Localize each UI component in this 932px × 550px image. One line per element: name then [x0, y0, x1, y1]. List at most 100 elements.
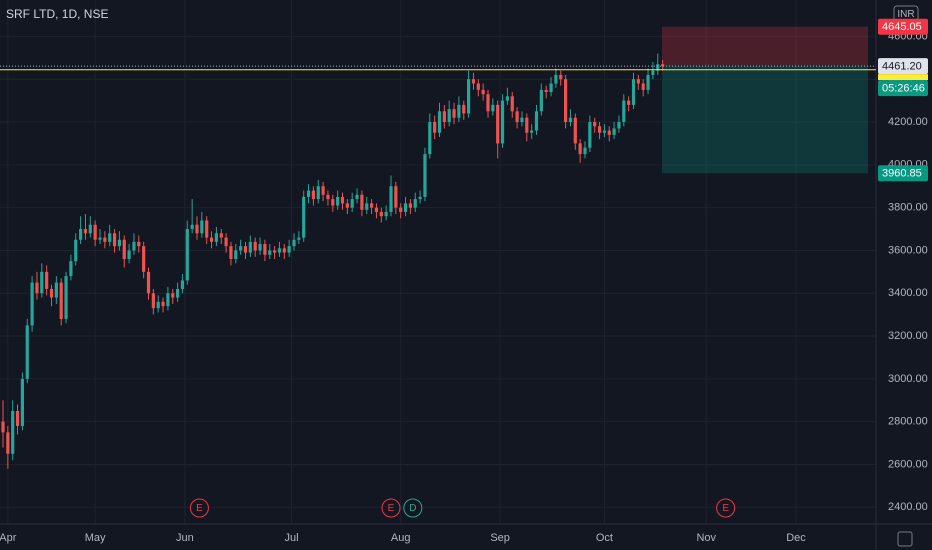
candle-body	[462, 104, 466, 114]
candle-body	[20, 378, 24, 426]
y-tick-label: 3200.00	[888, 330, 928, 342]
candle-body	[452, 109, 456, 118]
candle-body	[340, 196, 345, 204]
candle-body	[273, 250, 277, 253]
candle-body	[45, 271, 49, 289]
x-tick-label: May	[85, 532, 106, 544]
candle-body	[399, 207, 403, 212]
candle-body	[88, 224, 92, 234]
candle-body	[481, 89, 485, 95]
candle-body	[11, 410, 15, 454]
candle-body	[336, 196, 340, 206]
y-tick-label: 3600.00	[888, 244, 928, 256]
candle-body	[229, 246, 233, 260]
candle-body	[559, 74, 563, 80]
candle-body	[656, 64, 660, 71]
event-label: E	[388, 503, 395, 514]
event-label: E	[196, 503, 203, 514]
candle-body	[171, 293, 175, 298]
candle-body	[418, 196, 422, 200]
candle-body	[93, 224, 97, 240]
candle-body	[433, 122, 437, 133]
candle-body	[486, 94, 490, 112]
candle-body	[602, 130, 606, 133]
event-label: E	[722, 503, 729, 514]
candle-body	[423, 154, 427, 197]
x-tick-label: Jun	[176, 532, 194, 544]
stop-zone	[662, 66, 868, 174]
candle-body	[636, 79, 640, 84]
candle-body	[268, 250, 272, 255]
candle-body	[437, 111, 442, 133]
candle-body	[534, 111, 539, 131]
candle-body	[243, 246, 248, 253]
candle-body	[40, 271, 44, 294]
countdown-bg	[878, 80, 928, 97]
event-marker[interactable]	[189, 498, 209, 518]
candle-body	[500, 100, 505, 144]
candle-body	[205, 220, 209, 238]
candle-body	[180, 280, 185, 289]
candle-body	[355, 194, 359, 200]
candle-body	[239, 246, 243, 251]
candle-body	[467, 79, 471, 114]
x-tick-label: Nov	[696, 532, 716, 544]
plot	[1, 26, 868, 469]
event-marker[interactable]	[716, 498, 736, 518]
candle-body	[408, 203, 412, 208]
y-tick-label: 3000.00	[888, 373, 928, 385]
candle-body	[69, 261, 73, 277]
stop-price-label-bg	[878, 165, 928, 182]
candle-body	[520, 117, 524, 123]
candle-body	[496, 104, 500, 144]
countdown-label: 05:26:46	[882, 83, 925, 95]
candle-body	[321, 186, 325, 195]
candle-body	[277, 248, 282, 253]
x-tick-label: Apr	[0, 532, 17, 544]
candle-body	[365, 203, 369, 210]
settings-button[interactable]	[897, 531, 913, 547]
candle-body	[360, 194, 364, 210]
candle-body	[661, 64, 665, 67]
candle-body	[641, 83, 645, 90]
candle-body	[234, 250, 238, 260]
candle-body	[394, 186, 398, 208]
candle-body	[578, 143, 582, 155]
y-tick-label: 4200.00	[888, 116, 928, 128]
candle-body	[166, 293, 170, 307]
candle-body	[306, 190, 311, 197]
candle-body	[263, 244, 267, 255]
candle-body	[35, 282, 39, 294]
x-tick-label: Sep	[490, 532, 510, 544]
candle-body	[59, 282, 63, 319]
candle-body	[117, 239, 121, 247]
candle-body	[15, 410, 20, 426]
candle-body	[345, 203, 349, 208]
candle-body	[190, 224, 194, 230]
candle-body	[108, 233, 112, 242]
candle-body	[64, 276, 68, 319]
candle-body	[631, 79, 636, 105]
candle-body	[564, 79, 568, 123]
candle-body	[25, 325, 29, 379]
x-tick-label: Jul	[285, 532, 299, 544]
candle-body	[651, 70, 655, 75]
candle-body	[627, 100, 631, 105]
candle-body	[384, 211, 388, 217]
event-marker[interactable]	[403, 498, 423, 518]
candle-body	[326, 194, 330, 200]
x-tick-label: Oct	[596, 532, 613, 544]
candle-body	[331, 199, 335, 206]
candle-body	[98, 237, 102, 240]
candle-body	[214, 233, 218, 242]
candle-body	[471, 79, 476, 84]
candle-body	[476, 83, 480, 90]
candle-body	[112, 233, 117, 247]
candle-body	[287, 246, 291, 253]
candle-body	[457, 104, 461, 118]
candle-body	[311, 190, 315, 200]
target-price-label-bg	[878, 18, 928, 35]
y-tick-label: 2600.00	[888, 458, 928, 470]
event-marker[interactable]	[381, 498, 401, 518]
